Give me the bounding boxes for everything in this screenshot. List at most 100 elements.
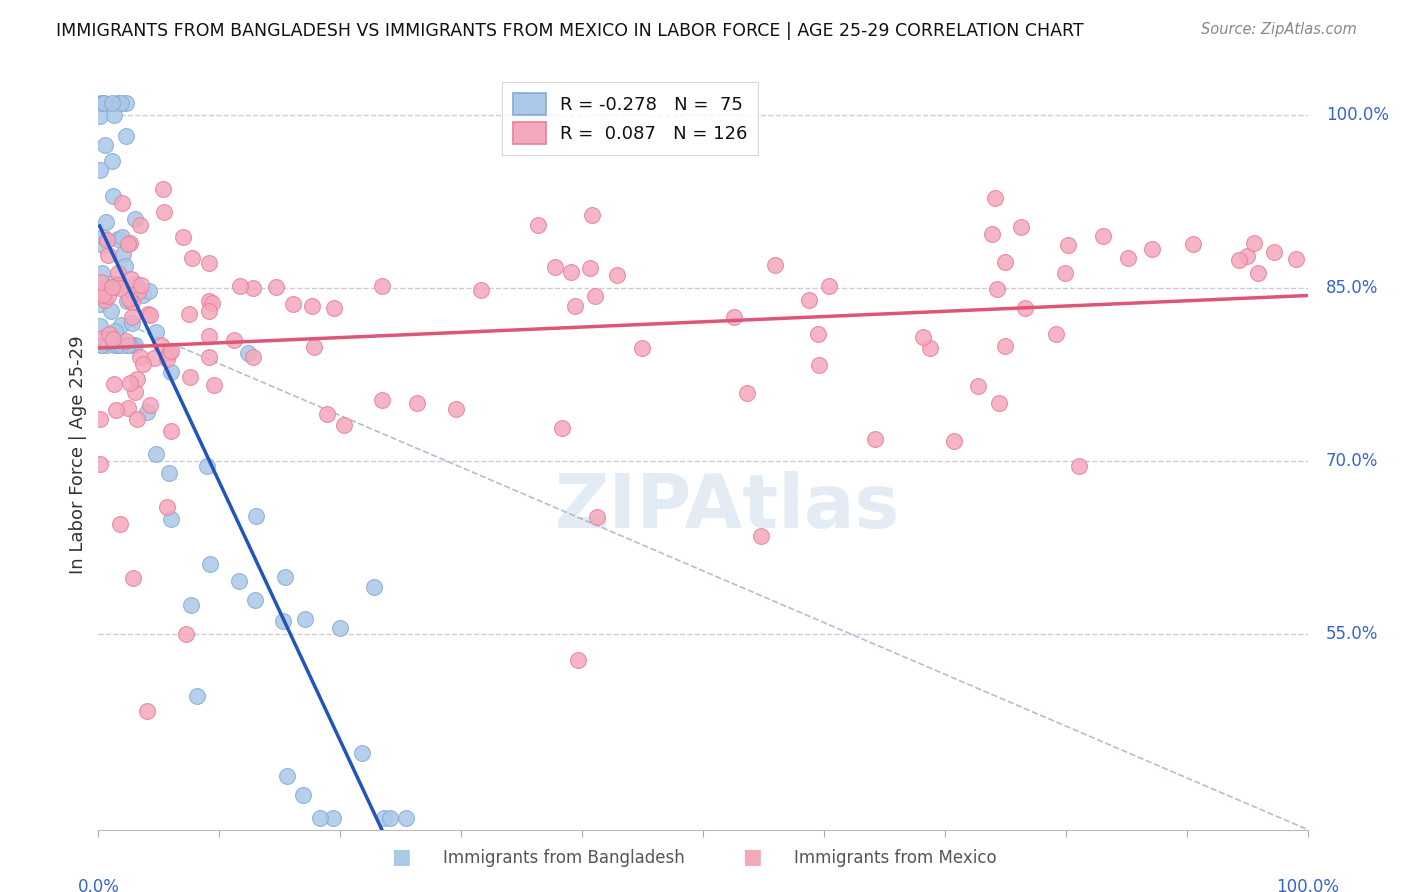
Point bbox=[115, 96, 138, 111]
Point bbox=[118, 293, 141, 307]
Point bbox=[198, 256, 221, 270]
Point bbox=[110, 318, 132, 332]
Point bbox=[117, 401, 139, 415]
Point bbox=[920, 341, 942, 355]
Legend: R = -0.278   N =  75, R =  0.087   N = 126: R = -0.278 N = 75, R = 0.087 N = 126 bbox=[502, 82, 758, 154]
Point bbox=[363, 580, 385, 594]
Point bbox=[96, 338, 118, 352]
Point bbox=[245, 508, 267, 523]
Point bbox=[89, 457, 111, 471]
Point bbox=[1069, 459, 1091, 474]
Point bbox=[817, 279, 839, 293]
Point bbox=[156, 352, 179, 367]
Point bbox=[93, 96, 115, 111]
Point bbox=[110, 96, 132, 111]
Point bbox=[301, 299, 323, 313]
Point bbox=[91, 338, 114, 352]
Point bbox=[380, 811, 402, 825]
Point bbox=[108, 96, 131, 111]
Point bbox=[101, 276, 124, 290]
Point bbox=[159, 424, 181, 438]
Point bbox=[138, 284, 160, 298]
Point bbox=[180, 599, 202, 613]
Point bbox=[127, 285, 149, 299]
Point bbox=[139, 398, 162, 412]
Point bbox=[371, 392, 394, 407]
Text: Source: ZipAtlas.com: Source: ZipAtlas.com bbox=[1201, 22, 1357, 37]
Point bbox=[110, 338, 132, 352]
Point bbox=[198, 293, 221, 308]
Point bbox=[1285, 252, 1308, 267]
Point bbox=[202, 378, 225, 392]
Point bbox=[121, 571, 143, 585]
Point bbox=[111, 247, 134, 261]
Point bbox=[1182, 237, 1205, 252]
Point bbox=[136, 704, 159, 718]
Text: ■: ■ bbox=[391, 847, 411, 867]
Point bbox=[94, 215, 117, 229]
Point bbox=[160, 344, 183, 359]
Point bbox=[197, 304, 219, 318]
Point bbox=[281, 296, 304, 310]
Point bbox=[105, 403, 128, 417]
Point bbox=[201, 296, 224, 310]
Point bbox=[333, 417, 356, 432]
Point bbox=[101, 153, 124, 168]
Point bbox=[994, 255, 1017, 269]
Point bbox=[120, 338, 142, 352]
Point bbox=[564, 299, 586, 313]
Point bbox=[606, 268, 628, 283]
Point bbox=[1227, 252, 1250, 267]
Text: 55.0%: 55.0% bbox=[1326, 624, 1378, 642]
Point bbox=[583, 289, 606, 303]
Point bbox=[94, 138, 117, 153]
Point bbox=[197, 329, 219, 343]
Point bbox=[132, 287, 155, 301]
Point bbox=[544, 260, 567, 274]
Point bbox=[863, 432, 886, 446]
Point bbox=[292, 788, 315, 802]
Point bbox=[1091, 229, 1114, 244]
Point bbox=[1246, 266, 1268, 280]
Point bbox=[104, 338, 127, 352]
Point bbox=[117, 236, 139, 251]
Point bbox=[153, 204, 176, 219]
Point bbox=[121, 316, 143, 330]
Point bbox=[108, 517, 131, 532]
Text: 100.0%: 100.0% bbox=[1277, 879, 1339, 892]
Point bbox=[579, 260, 602, 275]
Point bbox=[97, 248, 120, 262]
Point bbox=[994, 338, 1017, 352]
Point bbox=[966, 378, 988, 392]
Point bbox=[222, 333, 245, 347]
Point bbox=[942, 434, 965, 448]
Point bbox=[115, 129, 138, 144]
Point bbox=[195, 459, 218, 474]
Point bbox=[143, 351, 166, 366]
Text: 100.0%: 100.0% bbox=[1326, 106, 1389, 124]
Point bbox=[111, 196, 134, 211]
Point bbox=[1263, 244, 1285, 259]
Point bbox=[176, 627, 198, 641]
Point bbox=[96, 280, 118, 294]
Point bbox=[91, 331, 114, 345]
Text: ZIPAtlas: ZIPAtlas bbox=[554, 471, 900, 544]
Point bbox=[631, 341, 654, 355]
Point bbox=[96, 233, 118, 247]
Point bbox=[763, 258, 786, 272]
Point bbox=[159, 345, 181, 359]
Point bbox=[986, 282, 1008, 296]
Point bbox=[1243, 235, 1265, 250]
Point bbox=[406, 396, 429, 410]
Point bbox=[118, 236, 141, 251]
Point bbox=[1053, 266, 1076, 280]
Point bbox=[101, 280, 124, 294]
Point bbox=[89, 109, 111, 123]
Point bbox=[243, 592, 266, 607]
Point bbox=[1116, 252, 1139, 266]
Point bbox=[89, 412, 111, 426]
Point bbox=[114, 260, 136, 274]
Point bbox=[91, 238, 114, 252]
Point bbox=[145, 447, 167, 461]
Point bbox=[266, 279, 288, 293]
